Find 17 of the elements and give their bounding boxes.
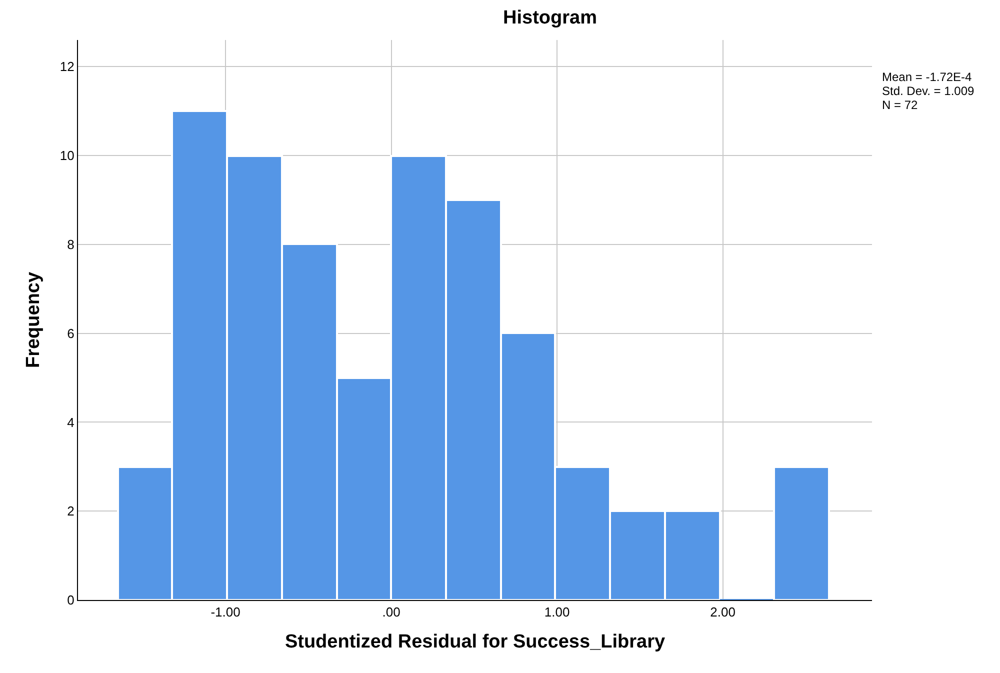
y-tick-label: 2 xyxy=(67,504,74,519)
y-tick-label: 10 xyxy=(60,148,74,164)
text: N = 72 xyxy=(882,98,918,112)
text: Std. Dev. = 1.009 xyxy=(882,84,974,98)
y-tick-label: 12 xyxy=(60,59,74,74)
y-tick-label: 4 xyxy=(67,414,74,430)
x-tick-label: -1.00 xyxy=(210,604,240,620)
x-tick-label: .00 xyxy=(382,604,400,620)
x-axis-title: Studentized Residual for Success_Library xyxy=(284,631,666,652)
chart-title: Histogram xyxy=(503,7,597,28)
y-tick-label: 8 xyxy=(67,236,74,252)
x-tick-label: 2.00 xyxy=(710,604,736,620)
y-tick-label: 0 xyxy=(67,592,74,608)
y-axis-title: Frequency xyxy=(22,272,44,368)
y-tick-label: 6 xyxy=(67,326,74,341)
text: Mean = -1.72E-4 xyxy=(882,70,972,84)
x-tick-label: 1.00 xyxy=(544,604,570,620)
